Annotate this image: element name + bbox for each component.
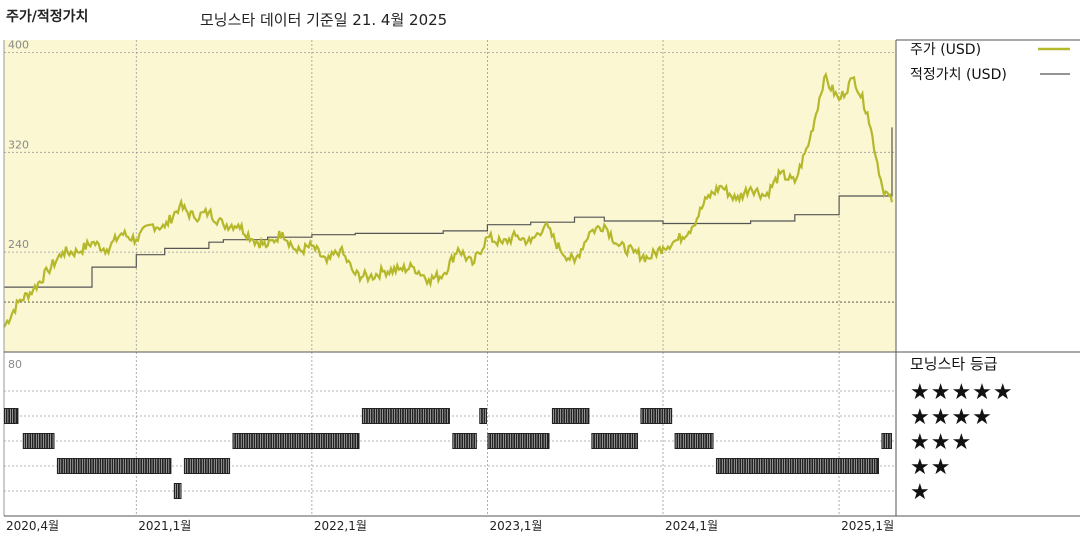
rating-label-2-stars: ★★ [910, 455, 951, 480]
y-tick-label: 320 [8, 138, 29, 151]
y-axis-ticks: 240 320 400 [8, 38, 29, 251]
rating-bar-3-stars [232, 433, 360, 449]
rating-bar-fill [551, 408, 590, 424]
x-tick-label: 2024,1월 [665, 519, 718, 533]
fair-value-line [4, 127, 893, 288]
rating-bar-3-stars [452, 433, 477, 449]
rating-bar-fill [56, 458, 172, 474]
legend-price-label: 주가 (USD) [910, 42, 981, 58]
x-axis-ticks: 2020,4월 2021,1월 2022,1월 2023,1월 2024,1월 2025,… [6, 519, 894, 533]
rating-y-tick: 80 [8, 358, 22, 371]
y-tick-label: 400 [8, 38, 29, 51]
rating-label-4-stars: ★★★★ [910, 405, 993, 430]
rating-bar-2-stars [183, 458, 231, 474]
x-tick-label: 2023,1월 [489, 519, 542, 533]
rating-bar-2-stars [56, 458, 172, 474]
rating-bars [4, 408, 892, 499]
rating-labels: ★★★★★★★★★★★★★★★ [910, 380, 1014, 505]
rating-bar-fill [881, 433, 892, 449]
rating-panel-title: 모닝스타 등급 [910, 355, 998, 373]
rating-bar-3-stars [881, 433, 892, 449]
rating-bar-3-stars [22, 433, 55, 449]
x-tick-label: 2021,1월 [138, 519, 191, 533]
x-tick-label: 2025,1월 [841, 519, 894, 533]
rating-grid [4, 390, 896, 492]
rating-bar-3-stars [674, 433, 714, 449]
x-tick-label: 2020,4월 [6, 519, 59, 533]
rating-bar-3-stars [487, 433, 550, 449]
rating-bar-4-stars [4, 408, 19, 424]
rating-label-5-stars: ★★★★★ [910, 380, 1014, 405]
rating-label-3-stars: ★★★ [910, 430, 972, 455]
rating-bar-fill [715, 458, 880, 474]
price-line [3, 71, 894, 328]
price-series [3, 71, 894, 328]
rating-bar-2-stars [715, 458, 880, 474]
y-tick-label: 240 [8, 238, 29, 251]
fair-value-series [4, 127, 893, 288]
rating-label-1-stars: ★ [910, 480, 931, 505]
rating-bar-4-stars [361, 408, 450, 424]
page-subtitle: 모닝스타 데이터 기준일 21. 4월 2025 [200, 11, 448, 29]
rating-bar-fill [232, 433, 360, 449]
legend: 주가 (USD) 적정가치 (USD) [910, 42, 1070, 83]
rating-bar-fill [487, 433, 550, 449]
rating-bar-3-stars [591, 433, 639, 449]
rating-bar-4-stars [640, 408, 673, 424]
legend-fair-value-label: 적정가치 (USD) [910, 67, 1007, 83]
rating-bar-fill [4, 408, 19, 424]
rating-bar-1-stars [173, 483, 182, 499]
rating-bar-4-stars [551, 408, 590, 424]
x-tick-label: 2022,1월 [314, 519, 367, 533]
rating-bar-fill [674, 433, 714, 449]
rating-bar-4-stars [479, 408, 487, 424]
page-title: 주가/적정가치 [6, 9, 89, 25]
